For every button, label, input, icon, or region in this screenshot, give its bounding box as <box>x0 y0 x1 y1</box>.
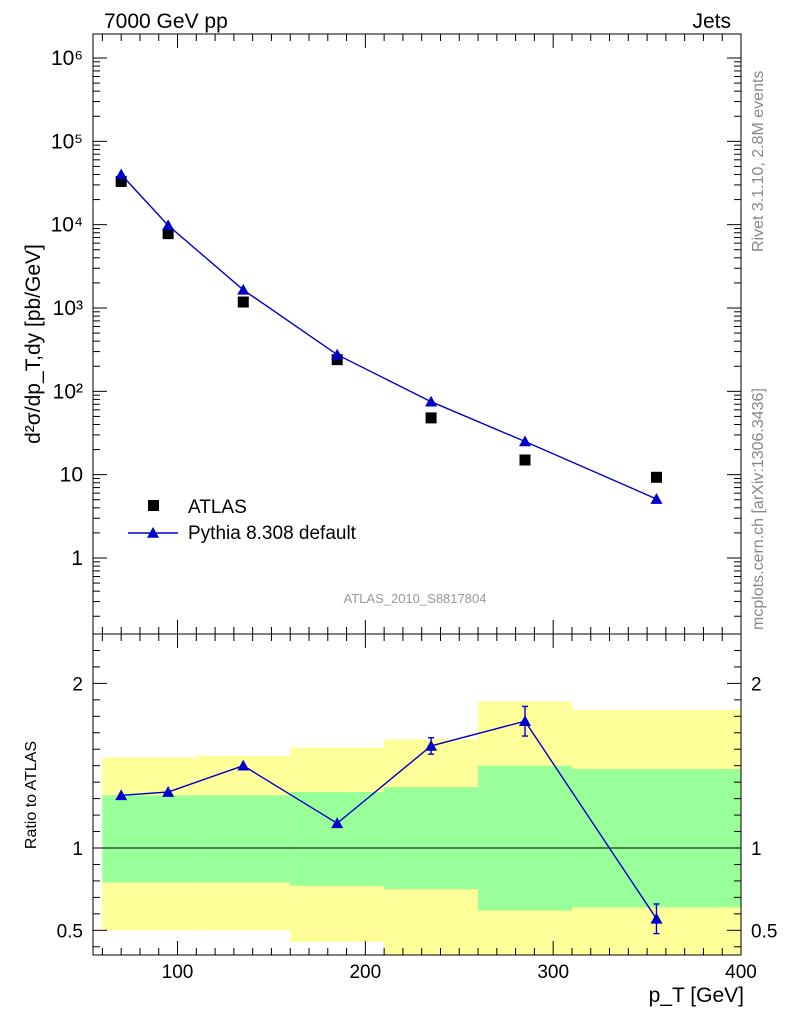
ratio-uncertainty-bands <box>102 701 741 955</box>
process-label: Jets <box>692 10 731 33</box>
ratio-y-tick-label: 0.5 <box>57 921 83 942</box>
pythia-point <box>519 435 531 447</box>
pythia-line <box>120 174 657 500</box>
legend: ATLAS Pythia 8.308 default <box>128 497 357 544</box>
mcplots-label: mcplots.cern.ch [arXiv:1306.3436] <box>750 388 767 630</box>
pythia-point <box>115 168 128 180</box>
inner-band-bin-1 <box>196 795 291 883</box>
ratio-y-tick-label-right: 2 <box>751 674 762 695</box>
y-tick-label: 10⁶ <box>51 47 83 70</box>
y-tick-label: 10⁵ <box>51 130 83 153</box>
x-axis-title: p_T [GeV] <box>649 984 744 1007</box>
ratio-point <box>162 786 175 797</box>
ratio-axes: 0.5 0.5 1 1 2 2 100 200 300 400 <box>57 633 777 983</box>
y-tick-label: 1 <box>71 547 83 570</box>
main-axes: 1 10 10² 10³ 10⁴ 10⁵ 10⁶ <box>51 33 742 635</box>
atlas-point <box>650 471 662 483</box>
inner-band-bin-2 <box>290 792 385 886</box>
y-tick-label: 10 <box>60 464 83 487</box>
ratio-y-axis-title: Ratio to ATLAS <box>23 741 40 849</box>
legend-atlas-label: ATLAS <box>188 497 247 518</box>
atlas-point <box>331 354 343 366</box>
y-tick-label: 10² <box>53 380 83 403</box>
x-tick-label: 100 <box>162 962 194 983</box>
inner-band-bin-5 <box>571 768 741 908</box>
atlas-point <box>425 412 437 424</box>
main-plot-marks <box>115 168 663 504</box>
y-tick-label: 10³ <box>53 297 83 320</box>
ratio-frame <box>92 633 742 956</box>
pythia-point <box>650 493 663 504</box>
ratio-y-tick-label-right: 0.5 <box>751 921 777 942</box>
legend-atlas-marker <box>148 500 159 511</box>
collision-label: 7000 GeV pp <box>104 10 228 33</box>
y-tick-label: 10⁴ <box>51 214 83 237</box>
ratio-point <box>519 715 531 727</box>
atlas-point <box>237 296 249 308</box>
ratio-y-tick-label-right: 1 <box>751 839 762 860</box>
pythia-point <box>237 283 250 295</box>
rivet-version-label: Rivet 3.1.10, 2.8M events <box>750 71 767 252</box>
inner-band-bin-0 <box>102 795 197 883</box>
atlas-point <box>162 228 174 240</box>
legend-pythia-marker <box>147 527 159 538</box>
x-tick-label: 300 <box>537 962 569 983</box>
main-y-axis-title: d²σ/dp_T,dy [pb/GeV] <box>22 244 45 444</box>
analysis-id-label: ATLAS_2010_S8817804 <box>344 591 487 606</box>
x-tick-label: 200 <box>349 962 381 983</box>
ratio-point <box>331 817 344 829</box>
pythia-point <box>425 395 438 407</box>
x-tick-label: 400 <box>725 962 757 983</box>
ratio-point <box>650 912 663 924</box>
inner-band-bin-3 <box>384 787 479 890</box>
legend-pythia-label: Pythia 8.308 default <box>188 523 357 544</box>
main-frame <box>92 33 742 635</box>
ratio-y-tick-label: 2 <box>72 674 83 695</box>
ratio-point <box>237 759 250 771</box>
ratio-plot-marks <box>115 705 663 935</box>
inner-band-bin-4 <box>478 765 572 911</box>
atlas-point <box>519 454 531 466</box>
ratio-point <box>425 739 438 751</box>
atlas-point <box>115 175 127 187</box>
ratio-point <box>115 789 128 801</box>
ratio-y-tick-label: 1 <box>72 839 83 860</box>
pythia-point <box>162 219 175 231</box>
pythia-point <box>331 348 344 360</box>
